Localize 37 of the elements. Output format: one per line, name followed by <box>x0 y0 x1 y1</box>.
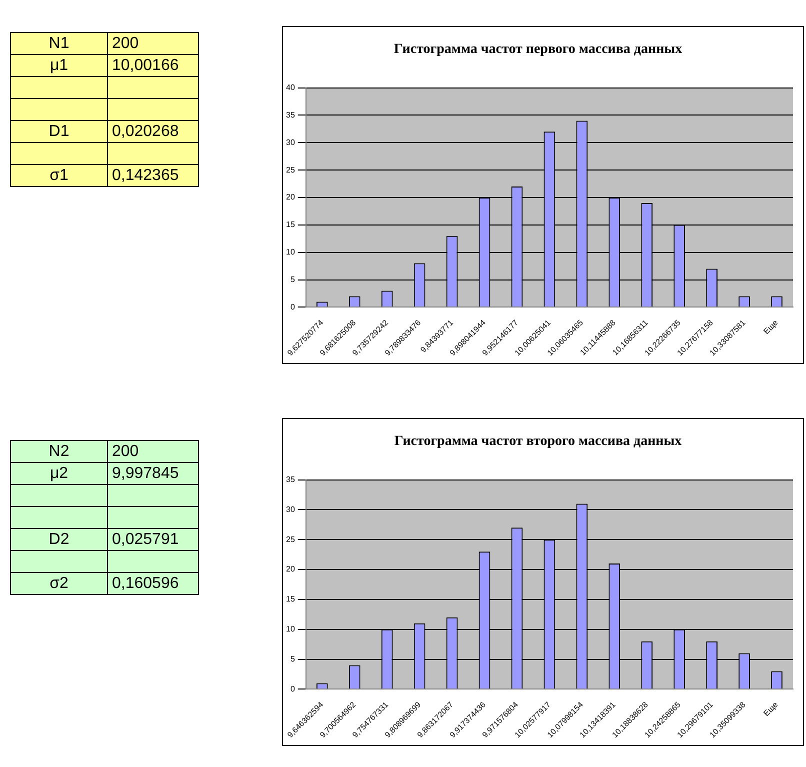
y-tick-label: 10 <box>286 624 296 634</box>
x-tick-label: Еще <box>762 318 780 336</box>
text: 0,020268 <box>112 122 179 140</box>
y-tick-label: 10 <box>286 248 296 257</box>
text: 0,142365 <box>112 166 179 184</box>
y-tick-label: 40 <box>286 83 296 92</box>
text: 9,997845 <box>112 464 179 482</box>
y-tick-label: 15 <box>286 220 296 230</box>
text: 200 <box>112 34 139 52</box>
category-label: μ1 <box>10 54 108 76</box>
category-label: N1 <box>10 32 108 54</box>
y-tick-label: 30 <box>286 504 296 514</box>
category-label: σ2 <box>10 572 108 594</box>
category-label: D1 <box>10 120 108 142</box>
x-tick-label: Еще <box>762 700 780 718</box>
y-tick-label: 0 <box>290 302 296 312</box>
y-tick-label: 30 <box>286 138 296 147</box>
y-tick-label: 25 <box>286 165 296 174</box>
category-label: D2 <box>10 528 108 550</box>
category-label: σ1 <box>10 164 108 186</box>
y-tick-label: 5 <box>290 654 296 664</box>
y-tick-label: 35 <box>286 110 296 120</box>
text: 10,00166 <box>112 56 179 74</box>
y-tick-label: 35 <box>286 475 296 484</box>
text: 0,025791 <box>112 530 179 548</box>
y-tick-label: 15 <box>286 594 296 604</box>
y-tick-label: 0 <box>290 684 296 694</box>
chart-title: Гистограмма частот второго массива данных <box>394 434 682 450</box>
y-tick-label: 25 <box>286 534 296 544</box>
text: 200 <box>112 442 139 460</box>
y-tick-label: 20 <box>286 564 296 574</box>
y-tick-label: 20 <box>286 192 296 202</box>
chart-title: Гистограмма частот первого массива данных <box>394 42 682 58</box>
y-tick-label: 5 <box>290 274 296 284</box>
text: 0,160596 <box>112 574 179 592</box>
category-label: μ2 <box>10 462 108 484</box>
category-label: N2 <box>10 440 108 462</box>
